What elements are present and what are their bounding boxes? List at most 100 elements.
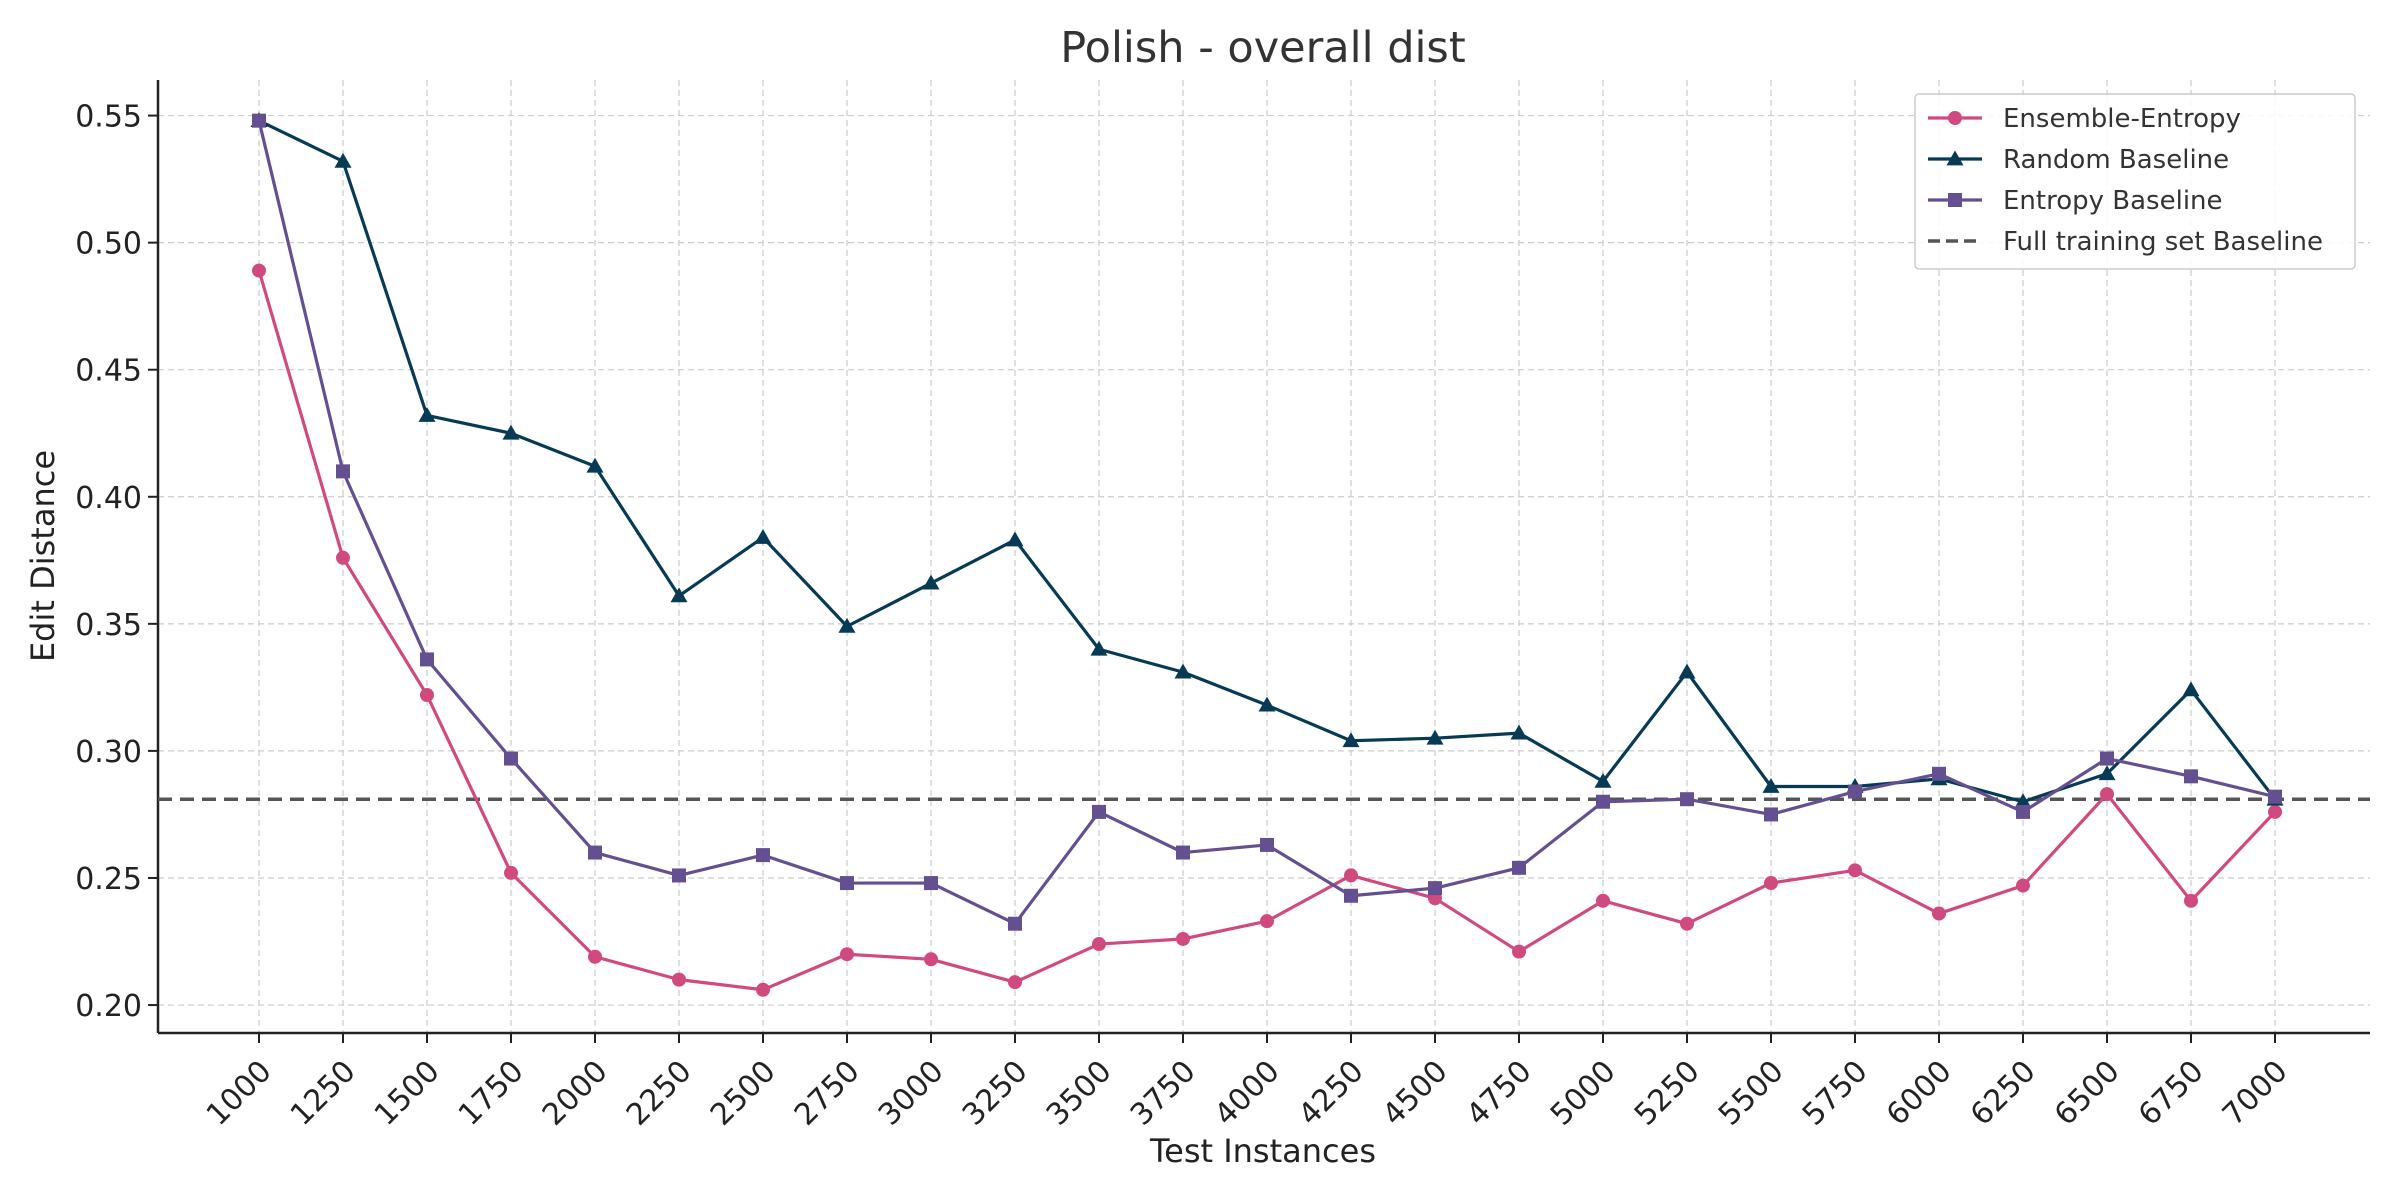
x-tick-label: 6000 bbox=[1880, 1054, 1959, 1133]
x-tick-label: 2500 bbox=[704, 1054, 783, 1133]
data-point bbox=[2014, 793, 2032, 809]
x-tick-label: 6500 bbox=[2048, 1054, 2127, 1133]
legend-entry: Ensemble-Entropy bbox=[1928, 104, 2241, 134]
data-point bbox=[1342, 732, 1360, 748]
data-point bbox=[502, 424, 520, 440]
x-tick-label: 1250 bbox=[284, 1054, 363, 1133]
data-point bbox=[1512, 860, 1526, 875]
data-point bbox=[756, 848, 770, 863]
data-point bbox=[1258, 696, 1276, 712]
legend-entry: Entropy Baseline bbox=[1928, 186, 2223, 216]
data-point bbox=[420, 688, 434, 703]
y-tick-label: 0.20 bbox=[75, 989, 142, 1024]
y-tick-label: 0.25 bbox=[75, 862, 142, 897]
data-point bbox=[1678, 663, 1696, 679]
x-tick-label: 4500 bbox=[1376, 1054, 1455, 1133]
data-point bbox=[1090, 640, 1108, 656]
data-point bbox=[1174, 663, 1192, 679]
data-point bbox=[420, 652, 434, 667]
data-point bbox=[252, 263, 266, 278]
data-point bbox=[504, 751, 518, 766]
x-axis-title: Test Instances bbox=[1149, 1132, 1376, 1170]
data-point bbox=[1176, 845, 1190, 860]
data-point bbox=[1764, 876, 1778, 891]
data-point bbox=[1092, 937, 1106, 952]
data-point bbox=[2184, 769, 2198, 784]
data-point bbox=[1848, 863, 1862, 878]
data-point bbox=[2182, 681, 2200, 697]
y-tick-label: 0.30 bbox=[75, 735, 142, 770]
data-point bbox=[2268, 789, 2282, 804]
data-point bbox=[840, 876, 854, 891]
data-point bbox=[922, 574, 940, 590]
legend-label: Random Baseline bbox=[2003, 145, 2229, 175]
x-tick-label: 3750 bbox=[1124, 1054, 1203, 1133]
x-tick-label: 6250 bbox=[1964, 1054, 2043, 1133]
data-point bbox=[1176, 931, 1190, 946]
data-point bbox=[1344, 888, 1358, 903]
x-tick-label: 3500 bbox=[1040, 1054, 1119, 1133]
legend-entry: Full training set Baseline bbox=[1928, 227, 2323, 257]
chart-title: Polish - overall dist bbox=[1060, 23, 1465, 73]
data-point bbox=[924, 876, 938, 891]
data-point bbox=[1848, 784, 1862, 799]
data-point bbox=[838, 617, 856, 633]
data-point bbox=[1762, 777, 1780, 793]
x-tick-label: 1500 bbox=[368, 1054, 447, 1133]
data-point bbox=[2098, 765, 2116, 781]
data-point bbox=[1594, 772, 1612, 788]
data-point bbox=[1344, 868, 1358, 883]
data-point bbox=[1260, 914, 1274, 929]
x-tick-label: 3000 bbox=[872, 1054, 951, 1133]
data-point bbox=[252, 113, 266, 128]
data-point bbox=[1426, 729, 1444, 745]
y-tick-label: 0.45 bbox=[75, 354, 142, 389]
y-tick-label: 0.50 bbox=[75, 227, 142, 262]
x-tick-label: 4000 bbox=[1208, 1054, 1287, 1133]
x-tick-label: 2000 bbox=[536, 1054, 615, 1133]
data-point bbox=[336, 550, 350, 565]
series-0 bbox=[252, 263, 2282, 997]
legend: Ensemble-Entropy Random Baseline Entropy B… bbox=[1914, 93, 2356, 270]
data-point bbox=[1596, 893, 1610, 908]
data-point bbox=[1596, 794, 1610, 809]
x-tick-label: 2250 bbox=[620, 1054, 699, 1133]
series-2 bbox=[252, 113, 2282, 931]
x-tick-label: 1000 bbox=[200, 1054, 279, 1133]
legend-marker bbox=[1946, 150, 1964, 166]
y-tick-label: 0.35 bbox=[75, 608, 142, 643]
data-point bbox=[756, 982, 770, 997]
legend-label: Entropy Baseline bbox=[2003, 186, 2223, 216]
x-tick-label: 6750 bbox=[2132, 1054, 2211, 1133]
data-point bbox=[1764, 807, 1778, 822]
data-point bbox=[1008, 916, 1022, 931]
data-point bbox=[754, 528, 772, 544]
x-tick-label: 5000 bbox=[1544, 1054, 1623, 1133]
data-point bbox=[672, 972, 686, 987]
legend-marker bbox=[1948, 193, 1962, 207]
legend-marker bbox=[1948, 111, 1962, 125]
data-point bbox=[672, 868, 686, 883]
x-tick-label: 7000 bbox=[2216, 1054, 2295, 1133]
data-point bbox=[1428, 881, 1442, 896]
data-point bbox=[1932, 906, 1946, 921]
y-tick-label: 0.55 bbox=[75, 100, 142, 135]
data-point bbox=[1932, 766, 1946, 781]
data-point bbox=[586, 457, 604, 473]
legend-label: Full training set Baseline bbox=[2003, 227, 2323, 257]
data-point bbox=[334, 152, 352, 168]
data-point bbox=[2016, 878, 2030, 893]
data-point bbox=[1092, 804, 1106, 819]
axes-layer bbox=[156, 80, 2370, 1035]
data-point bbox=[588, 949, 602, 964]
data-point bbox=[670, 587, 688, 603]
data-point bbox=[924, 952, 938, 967]
x-tick-label: 4250 bbox=[1292, 1054, 1371, 1133]
data-point bbox=[1512, 944, 1526, 959]
data-point bbox=[336, 464, 350, 479]
legend-entry: Random Baseline bbox=[1928, 145, 2229, 175]
legend-label: Ensemble-Entropy bbox=[2003, 104, 2241, 134]
data-point bbox=[1510, 724, 1528, 740]
x-tick-label: 4750 bbox=[1460, 1054, 1539, 1133]
data-point bbox=[1008, 975, 1022, 990]
